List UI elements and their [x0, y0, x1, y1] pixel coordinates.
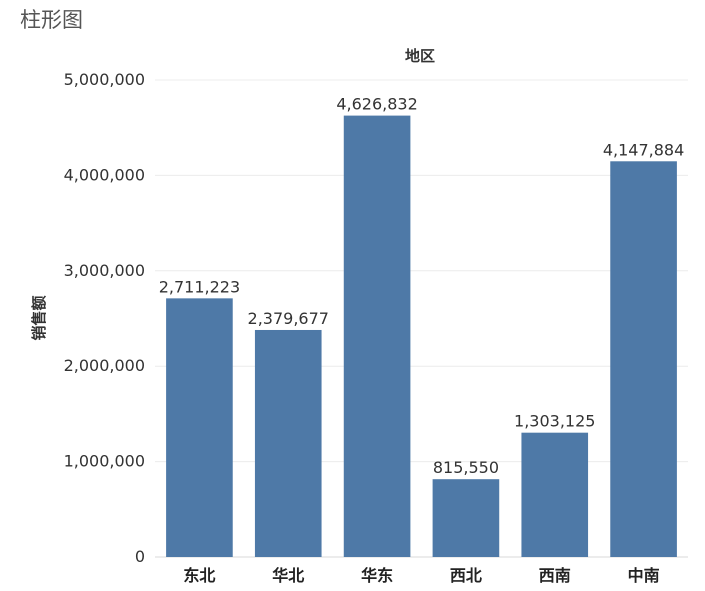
bar-4	[432, 479, 500, 557]
y-axis-ticks: 0 1,000,000 2,000,000 3,000,000 4,000,000 5,0…	[64, 70, 145, 566]
category-label-5: 西南	[539, 566, 571, 585]
data-label-2: 2,379,677	[248, 309, 329, 328]
category-label-3: 华东	[361, 566, 393, 585]
column-header-label: 地区	[405, 47, 435, 65]
y-tick-label: 5,000,000	[64, 70, 145, 89]
category-label-2: 华北	[272, 566, 304, 585]
data-labels: 2,711,223 2,379,677 4,626,832 815,550 1,303,…	[159, 95, 685, 478]
sheet-title: 柱形图	[20, 8, 83, 32]
bar-3	[343, 115, 411, 558]
y-tick-label: 4,000,000	[64, 165, 145, 184]
category-label-6: 中南	[628, 566, 660, 585]
data-label-3: 4,626,832	[336, 95, 417, 114]
data-label-6: 4,147,884	[603, 140, 684, 159]
data-label-5: 1,303,125	[514, 412, 595, 431]
bar-1	[166, 298, 233, 557]
gridlines	[155, 79, 688, 463]
y-tick-label: 1,000,000	[64, 452, 145, 471]
y-axis-title: 销售额	[30, 295, 48, 340]
category-label-4: 西北	[450, 566, 482, 585]
bar-2	[254, 329, 322, 557]
bar-5	[521, 432, 589, 557]
data-label-1: 2,711,223	[159, 277, 240, 296]
data-label-4: 815,550	[433, 458, 499, 477]
category-label-1: 东北	[183, 566, 215, 585]
bars	[166, 115, 677, 558]
bar-6	[610, 161, 677, 557]
y-tick-label: 0	[135, 547, 145, 566]
x-axis-categories: 东北 华北 华东 西北 西南 中南	[183, 566, 659, 585]
y-tick-label: 3,000,000	[64, 261, 145, 280]
y-tick-label: 2,000,000	[64, 356, 145, 375]
